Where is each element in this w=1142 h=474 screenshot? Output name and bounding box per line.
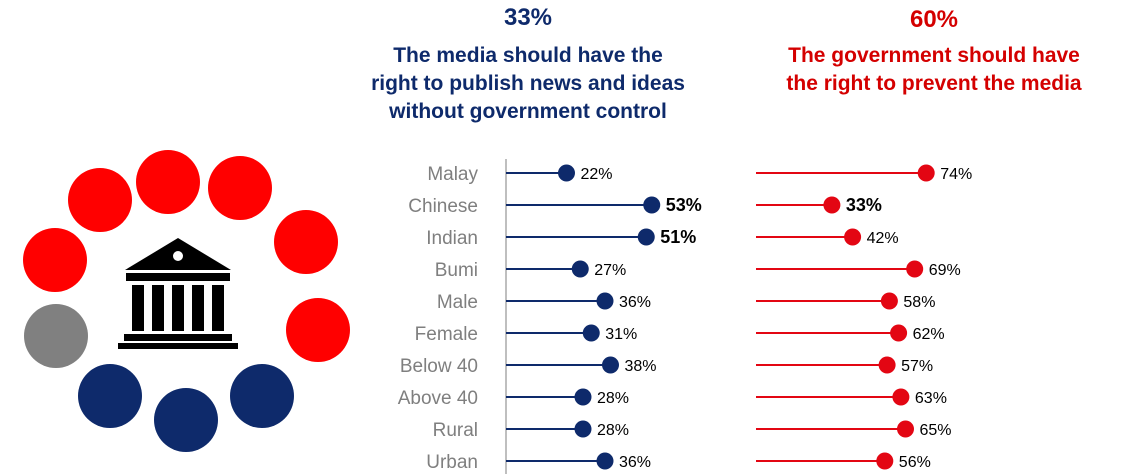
- left-header-line-2: right to publish news and ideas: [371, 72, 685, 95]
- ring-dot: [274, 210, 338, 274]
- value-label: 69%: [929, 262, 961, 279]
- lollipop-dot: [906, 260, 924, 278]
- value-label: 53%: [666, 195, 702, 215]
- lollipop-dot: [582, 324, 600, 342]
- value-label: 28%: [597, 422, 629, 439]
- lollipop-dot: [596, 292, 614, 310]
- government-building-icon: [23, 150, 350, 452]
- right-header: 60% The government should have the right…: [732, 4, 1136, 98]
- left-header: 33% The media should have the right to p…: [318, 4, 738, 126]
- value-label: 56%: [899, 454, 931, 471]
- value-label: 36%: [619, 454, 651, 471]
- category-label: Malay: [427, 164, 478, 185]
- lollipop-dot: [917, 164, 935, 182]
- category-label: Female: [415, 324, 478, 345]
- lollipop-dot: [880, 292, 898, 310]
- category-label: Male: [437, 292, 478, 313]
- category-label: Indian: [426, 228, 478, 249]
- lollipop-dot: [596, 452, 614, 470]
- right-header-line-2: the right to prevent the media: [786, 72, 1082, 95]
- lollipop-dot: [890, 324, 908, 342]
- category-label: Bumi: [435, 260, 478, 281]
- ring-dot: [78, 364, 142, 428]
- value-label: 33%: [846, 195, 882, 215]
- lollipop-dot: [574, 388, 592, 406]
- value-label: 27%: [594, 262, 626, 279]
- lollipop-dot: [643, 196, 661, 214]
- lollipop-dot: [878, 356, 896, 374]
- value-label: 36%: [619, 294, 651, 311]
- value-label: 65%: [920, 422, 952, 439]
- left-header-percent: 33%: [503, 4, 553, 31]
- ring-dot: [286, 298, 350, 362]
- category-label: Above 40: [398, 388, 478, 409]
- lollipop-dot: [558, 164, 575, 182]
- value-label: 51%: [660, 227, 696, 247]
- category-label: Below 40: [400, 356, 478, 377]
- lollipop-dot: [571, 260, 589, 278]
- ring-dot: [68, 168, 132, 232]
- value-label: 58%: [903, 294, 935, 311]
- chart-marks: 22% 53% 51% 27% 36% 31% 38% 28% 28% 36% 74% 33% 42% 6…: [506, 164, 972, 471]
- lollipop-dot: [897, 420, 914, 438]
- category-label: Rural: [433, 420, 478, 441]
- building-glyph: [118, 238, 238, 349]
- ring-dot: [230, 364, 294, 428]
- value-label: 42%: [867, 230, 899, 247]
- value-label: 63%: [915, 390, 947, 407]
- lollipop-dot: [892, 388, 910, 406]
- category-label: Urban: [426, 452, 478, 473]
- left-header-line-3: without government control: [389, 100, 667, 123]
- category-label: Chinese: [408, 196, 478, 217]
- ring-dot: [208, 156, 272, 220]
- right-header-line-1: The government should have: [788, 44, 1080, 67]
- value-label: 62%: [913, 326, 945, 343]
- lollipop-dot: [876, 452, 894, 470]
- value-label: 57%: [901, 358, 933, 375]
- chart-axes: Malay Chinese Indian Bumi Male Female Below 40…: [398, 159, 507, 474]
- left-header-line-1: The media should have the: [393, 44, 663, 67]
- ring-dot: [23, 228, 87, 292]
- value-label: 74%: [940, 166, 972, 183]
- value-label: 38%: [625, 358, 657, 375]
- value-label: 28%: [597, 390, 629, 407]
- value-label: 22%: [581, 166, 613, 183]
- lollipop-dot: [602, 356, 619, 374]
- ring-dot: [154, 388, 218, 452]
- right-header-percent: 60%: [909, 6, 959, 33]
- lollipop-dot: [844, 228, 862, 246]
- ring-dot: [24, 304, 88, 368]
- ring-dot: [136, 150, 200, 214]
- lollipop-dot: [823, 196, 841, 214]
- lollipop-dot: [574, 420, 592, 438]
- lollipop-dot: [637, 228, 655, 246]
- value-label: 31%: [605, 326, 637, 343]
